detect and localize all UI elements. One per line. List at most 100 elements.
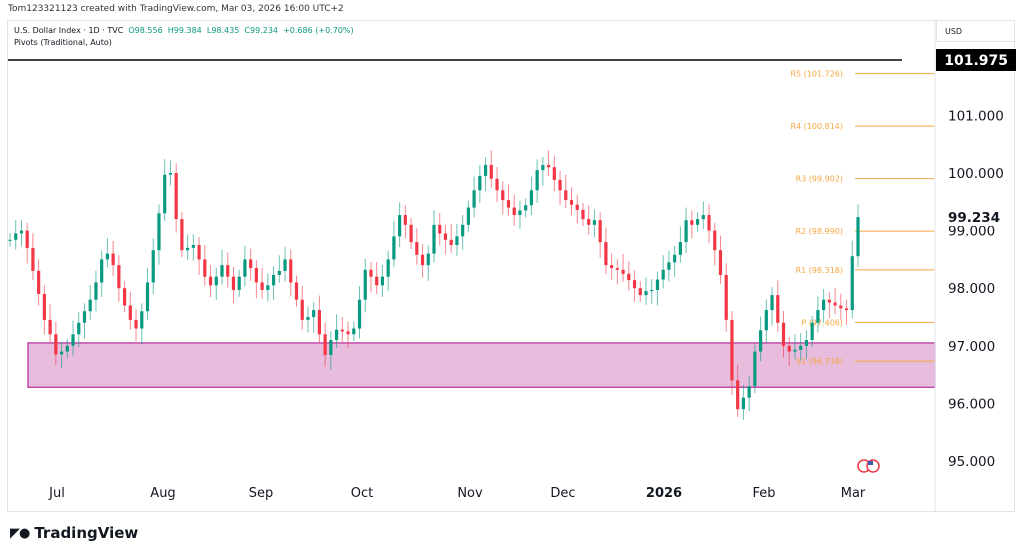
- candle: [575, 194, 579, 224]
- candle: [214, 267, 218, 300]
- candle-body: [14, 233, 18, 240]
- candle-body: [810, 322, 814, 341]
- candle: [552, 155, 556, 192]
- candle: [380, 264, 385, 298]
- candle-body: [506, 200, 511, 208]
- candle: [208, 264, 213, 298]
- candle: [249, 248, 253, 281]
- time-tick-label: Sep: [249, 486, 274, 501]
- time-tick-label: Dec: [550, 486, 575, 501]
- chart-credit: Tom123321123 created with TradingView.co…: [8, 4, 344, 14]
- candle: [638, 281, 642, 303]
- candle: [667, 250, 671, 282]
- candle-body: [524, 205, 528, 211]
- candle-body: [787, 345, 791, 352]
- candle: [317, 295, 322, 344]
- candle: [231, 266, 236, 304]
- pivot-label: R2 (98.990): [796, 227, 843, 236]
- time-tick-label: Nov: [457, 486, 483, 501]
- candle: [243, 245, 247, 287]
- candle-body: [42, 293, 46, 320]
- candle-body: [197, 245, 201, 260]
- candle-body: [145, 282, 150, 312]
- candle-body: [208, 276, 213, 286]
- candle-body: [839, 305, 843, 309]
- candle-body: [529, 190, 534, 206]
- pivot-label: S1 (96.734): [796, 357, 843, 366]
- candle: [82, 303, 87, 339]
- candle-body: [283, 259, 287, 271]
- open-value: O98.556: [128, 26, 163, 35]
- candle: [398, 202, 402, 248]
- tradingview-logo[interactable]: ◤● TradingView: [10, 524, 138, 542]
- candle-body: [466, 207, 470, 225]
- candle-body: [621, 269, 625, 274]
- candle-body: [833, 302, 837, 306]
- currency-label[interactable]: USD: [936, 21, 1014, 42]
- candle-body: [346, 331, 350, 335]
- candle: [37, 259, 41, 306]
- candle: [271, 266, 276, 300]
- candle-body: [65, 345, 69, 352]
- candle: [122, 281, 127, 313]
- candle-body: [329, 340, 333, 356]
- candle: [581, 202, 585, 226]
- candle: [495, 167, 499, 202]
- candle-body: [650, 289, 654, 292]
- candle-body: [249, 259, 253, 269]
- candle-body: [25, 230, 29, 248]
- candle-body: [804, 340, 809, 346]
- candle: [334, 314, 339, 348]
- candle-body: [220, 265, 224, 277]
- candle-body: [455, 236, 459, 245]
- high-value: H99.384: [167, 26, 202, 35]
- candle: [14, 219, 18, 250]
- candle: [443, 224, 448, 255]
- candle: [140, 303, 144, 345]
- candle-body: [724, 274, 728, 320]
- candle-body: [386, 259, 390, 277]
- price-tick-label: 99.000: [948, 224, 995, 240]
- candle: [105, 238, 110, 268]
- candle: [340, 317, 344, 343]
- candle-body: [306, 317, 310, 320]
- last-price-badge: [940, 208, 1002, 226]
- candle-body: [587, 219, 591, 225]
- candle-body: [581, 209, 585, 220]
- candle-body: [409, 224, 413, 243]
- candle-body: [552, 167, 556, 180]
- candle-body: [518, 210, 522, 216]
- candle: [363, 259, 367, 313]
- candle-body: [443, 233, 448, 240]
- candle: [695, 212, 700, 232]
- candle: [529, 176, 534, 216]
- time-tick-label: Mar: [841, 486, 866, 501]
- pivot-label: R5 (101.726): [790, 70, 843, 79]
- candle: [741, 384, 746, 420]
- candle: [724, 263, 728, 332]
- candle: [438, 213, 442, 246]
- candle-body: [541, 164, 545, 171]
- us-flag-icon[interactable]: [857, 459, 880, 473]
- candle-body: [512, 207, 516, 216]
- candle-body: [707, 215, 711, 231]
- symbol-title[interactable]: U.S. Dollar Index · 1D · TVC: [14, 26, 124, 35]
- candle-body: [357, 299, 362, 329]
- candle-body: [122, 288, 127, 306]
- chart-frame: [7, 20, 1015, 512]
- candle: [59, 341, 64, 369]
- candle: [461, 215, 465, 250]
- candle-body: [713, 230, 717, 251]
- candle: [569, 187, 574, 216]
- time-tick-label: Feb: [752, 486, 775, 501]
- candle: [289, 249, 293, 297]
- candle: [432, 210, 436, 263]
- candle: [621, 254, 625, 282]
- candle: [19, 219, 24, 247]
- candle-body: [105, 253, 110, 260]
- price-tick-label: 97.000: [948, 339, 995, 355]
- candle-body: [730, 319, 734, 381]
- indicator-label[interactable]: Pivots (Traditional, Auto): [14, 38, 112, 47]
- candle: [541, 157, 545, 186]
